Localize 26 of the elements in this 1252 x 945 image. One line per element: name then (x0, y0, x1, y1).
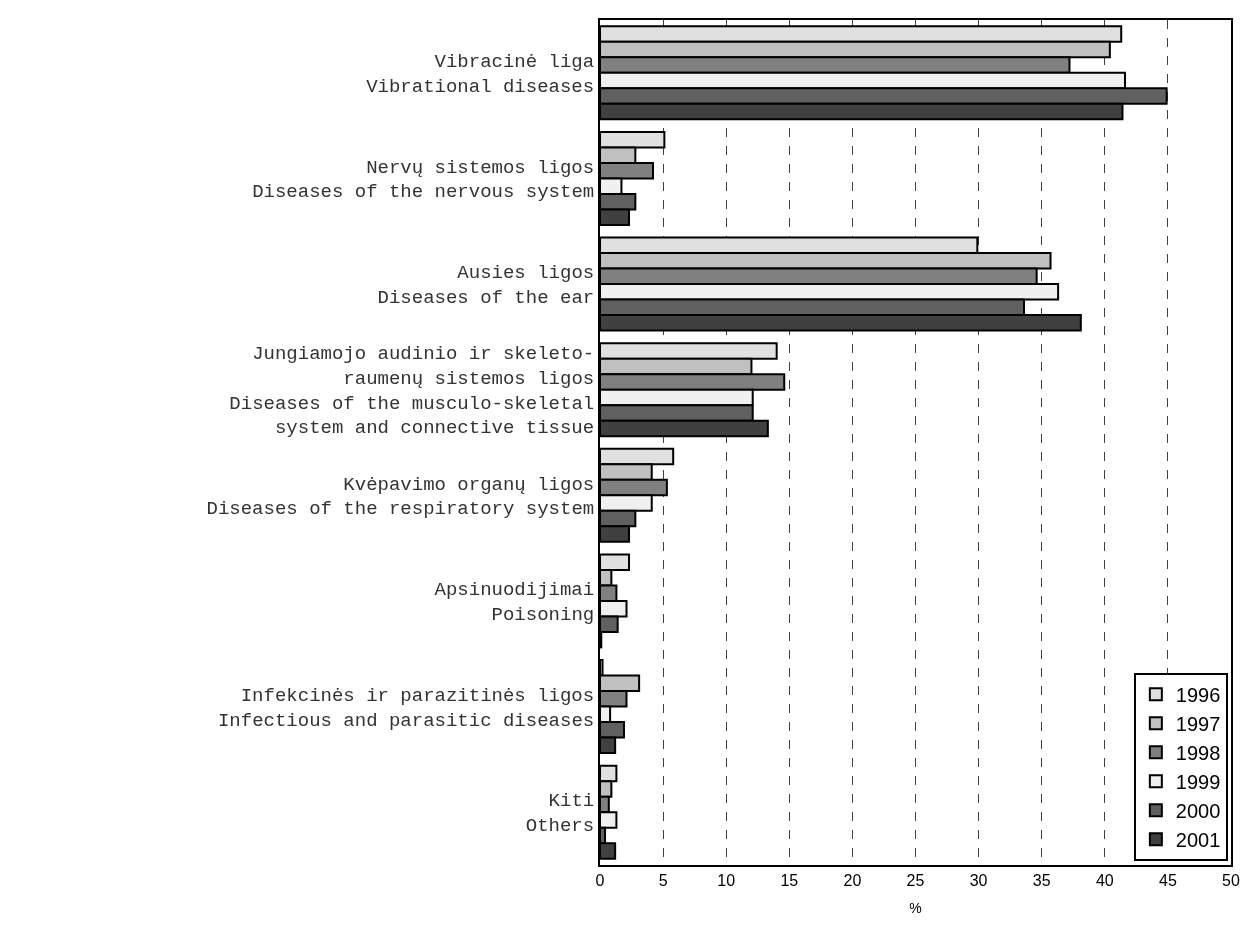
legend-label: 2000 (1175, 800, 1221, 823)
x-tick-label: 20 (843, 872, 862, 890)
x-tick-label: 45 (1159, 872, 1177, 890)
x-tick-label: 5 (658, 872, 668, 890)
x-tick-label: 10 (717, 872, 736, 890)
legend-label: 2001 (1175, 829, 1221, 852)
y-tick-label: Vibracinė liga Vibrational diseases (366, 51, 595, 98)
legend-label: 1997 (1175, 713, 1221, 736)
y-tick-label: Kiti Others (525, 790, 595, 838)
y-tick-label: Infekcinės ir parazitinės ligos Infectious and parasitic diseases (217, 684, 595, 732)
x-tick-label: 0 (595, 872, 605, 890)
x-axis-title: % (909, 900, 922, 916)
y-tick-label: Nervų sistemos ligos Diseases of the nervous system (252, 156, 595, 204)
x-tick-label: 15 (780, 872, 799, 890)
legend-label: 1998 (1175, 742, 1221, 765)
legend-label: 1999 (1175, 771, 1221, 794)
y-tick-label: Ausies ligos Diseases of the ear (377, 262, 595, 310)
x-tick-label: 50 (1222, 872, 1240, 890)
legend-label: 1996 (1175, 684, 1221, 707)
x-tick-label: 25 (906, 872, 925, 890)
x-tick-label: 40 (1095, 872, 1114, 890)
y-tick-label: Jungiamojo audinio ir skeleto- raumenų sistemos ligos Diseases of the musculo-skeletal system and connective tissue (229, 343, 595, 440)
x-tick-label: 30 (969, 872, 988, 890)
x-tick-label: 35 (1032, 872, 1051, 890)
y-tick-label: Kvėpavimo organų ligos Diseases of the respiratory system (206, 473, 595, 521)
y-tick-label: Apsinuodijimai Poisoning (434, 579, 595, 626)
